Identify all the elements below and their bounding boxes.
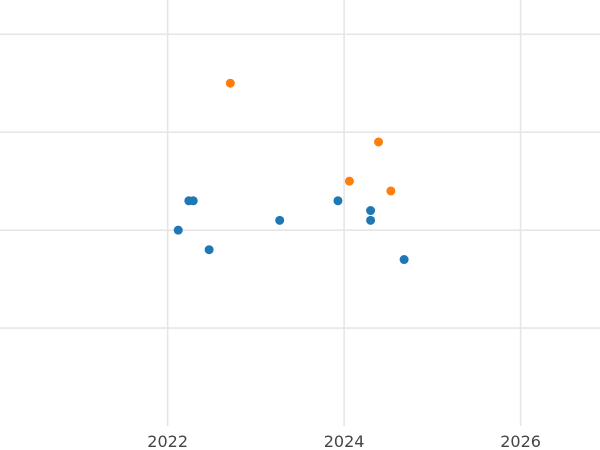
data-point-series-2 xyxy=(225,78,235,88)
data-point-series-2 xyxy=(386,186,396,196)
grid-layer xyxy=(0,0,600,426)
data-point-series-1 xyxy=(333,196,343,206)
x-tick-label: 2026 xyxy=(500,432,541,450)
x-tick-labels: 2022 2024 2026 xyxy=(147,432,541,450)
data-point-series-1 xyxy=(204,245,214,255)
data-point-series-2 xyxy=(344,176,354,186)
data-point-series-1 xyxy=(188,196,198,206)
data-point-series-1 xyxy=(399,255,409,265)
points-layer xyxy=(173,78,409,265)
data-point-series-1 xyxy=(173,225,183,235)
data-point-series-1 xyxy=(366,206,376,216)
data-point-series-2 xyxy=(374,137,384,147)
data-point-series-1 xyxy=(275,215,285,225)
data-point-series-1 xyxy=(366,215,376,225)
x-tick-label: 2024 xyxy=(324,432,365,450)
x-tick-label: 2022 xyxy=(147,432,188,450)
